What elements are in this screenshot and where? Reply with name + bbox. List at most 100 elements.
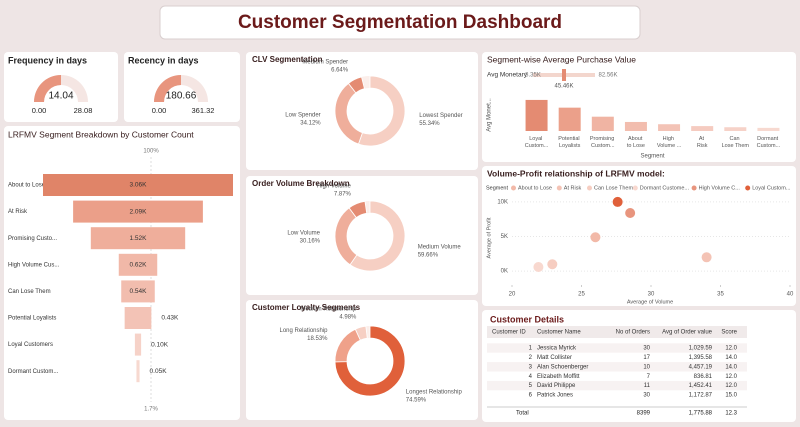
table-cell: 1,395.58 (689, 355, 713, 361)
table-total: 1,775.88 (689, 411, 713, 417)
bar (624, 121, 647, 131)
slicer-min: 8.35K (525, 73, 541, 79)
table-header: Score (721, 330, 737, 336)
panel (246, 300, 478, 420)
y-tick-label: 10K (497, 200, 508, 206)
gauge-value (34, 75, 61, 102)
slicer-handle (562, 69, 567, 81)
x-tick-label: Dormant Custom... (757, 136, 781, 149)
gauge-max-label: 28.08 (74, 106, 93, 115)
legend-label: Dormant Custome... (640, 185, 690, 191)
bar (691, 126, 714, 131)
funnel-bottom-label: 1.7% (144, 407, 158, 413)
donut-value-label: 18.53% (307, 336, 328, 342)
donut-title: Customer Loyalty Segments (252, 303, 361, 312)
gauge-value (154, 75, 181, 102)
donut-category: Longest Relationship (406, 389, 463, 395)
table-cell: 17 (643, 355, 650, 361)
table-cell: 1,452.41 (689, 383, 713, 389)
x-tick-label: 20 (509, 292, 516, 298)
table-cell: 11 (644, 383, 651, 389)
funnel-category: Potential Loyalists (8, 316, 56, 322)
donut-value-label: 34.12% (300, 121, 321, 127)
x-tick-label: Potential Loyalists (558, 136, 581, 149)
y-tick-label: 5K (501, 234, 508, 240)
bar (525, 99, 548, 131)
gauge-min-label: 0.00 (32, 106, 47, 115)
table-row-bg (487, 343, 747, 353)
x-axis-title: Segment (640, 154, 664, 160)
funnel-category: About to Lose (8, 183, 46, 189)
slicer-max: 82.56K (598, 73, 617, 79)
table-header: No of Orders (616, 330, 650, 336)
legend-label: At Risk (564, 185, 582, 191)
funnel-value-label: 2.09K (130, 208, 148, 215)
table-cell: 7 (647, 374, 651, 380)
table-total: Total (516, 411, 529, 417)
table-cell: 15.0 (725, 393, 737, 399)
donut-slice (349, 200, 406, 272)
legend-swatch (632, 185, 638, 191)
donut-value-label: 59.66% (418, 253, 439, 259)
funnel-value-label: 0.10K (151, 341, 169, 348)
bar (658, 124, 681, 131)
funnel-bar (134, 333, 142, 356)
bar-title: Segment-wise Average Purchase Value (487, 54, 636, 64)
table-cell: 5 (529, 383, 533, 389)
donut-title: Order Volume Breakdown (252, 179, 350, 188)
gauge-title: Frequency in days (8, 55, 87, 65)
donut-category: Low Spender (285, 113, 320, 119)
donut-category: Low Volume (287, 230, 320, 236)
donut-slice (348, 200, 368, 219)
funnel-value-label: 0.54K (130, 288, 148, 295)
funnel-value-label: 1.52K (130, 235, 148, 242)
table-cell: David Philippe (537, 383, 576, 389)
panel (482, 52, 796, 162)
table-cell: 6 (529, 393, 533, 399)
table-cell: Jessica Myrick (537, 346, 577, 352)
funnel-bar (73, 200, 203, 223)
table-cell: 4,457.19 (689, 364, 713, 370)
legend-label: High Volume C... (699, 185, 741, 191)
slicer-label: Avg Monetary (487, 72, 528, 79)
table-header-bg (487, 326, 747, 338)
bar (757, 127, 780, 131)
funnel-bar (121, 280, 155, 303)
title-box (159, 5, 641, 40)
table-cell: Matt Collister (537, 355, 572, 361)
legend-title: Segment (486, 185, 508, 191)
table-row-bg (487, 380, 747, 391)
table-total: 12.3 (725, 411, 737, 417)
donut-category: High Volume (317, 183, 352, 189)
table-cell: 30 (643, 393, 650, 399)
table-row-bg (487, 362, 747, 372)
donut-category: Medium Spender (302, 60, 348, 66)
scatter-point (625, 208, 636, 218)
legend-label: Can Lose Them (594, 185, 633, 191)
funnel-bar (136, 360, 140, 383)
x-tick-label: Promising Custom... (590, 136, 616, 149)
scatter-point (701, 252, 712, 263)
table-cell: 1,172.87 (689, 393, 713, 399)
table-cell: 14.0 (725, 355, 737, 361)
x-tick-label: 30 (648, 292, 655, 298)
table-cell: Patrick Jones (537, 393, 573, 399)
dashboard-title: Customer Segmentation Dashboard (238, 12, 562, 33)
donut-value-label: 74.59% (406, 397, 427, 403)
legend-swatch (511, 185, 516, 191)
donut-slice (347, 76, 365, 94)
funnel-bar (90, 227, 186, 250)
legend-label: About to Lose (518, 185, 552, 191)
gauge-value-label: 14.04 (48, 91, 73, 102)
gauge-value-label: 180.66 (166, 91, 197, 102)
bar (558, 107, 581, 131)
table-header: Avg of Order value (662, 330, 713, 336)
table-cell: 14.0 (725, 364, 737, 370)
table-cell: 12.0 (725, 383, 737, 389)
table-total: 8399 (637, 411, 651, 417)
donut-category: Medium Relationship (300, 306, 357, 312)
gauge-title: Recency in days (128, 55, 199, 65)
table-cell: 4 (529, 374, 533, 380)
donut-slice (334, 325, 406, 397)
